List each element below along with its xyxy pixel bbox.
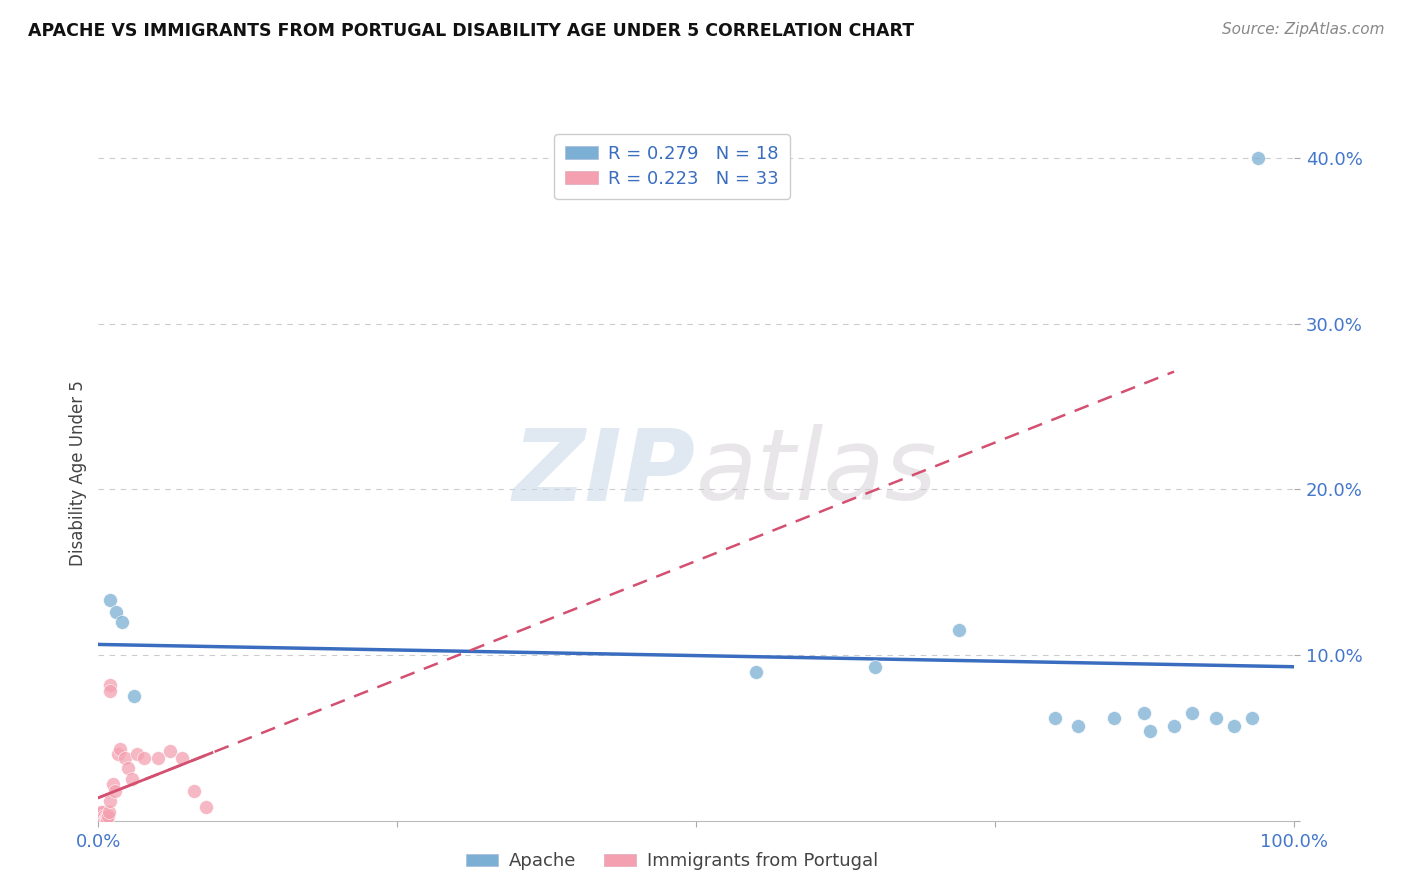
Point xyxy=(948,623,970,637)
Point xyxy=(98,684,122,698)
Point xyxy=(101,777,124,791)
Point xyxy=(159,744,181,758)
Point xyxy=(194,800,217,814)
Point xyxy=(105,605,128,619)
Point xyxy=(97,808,120,822)
Point xyxy=(91,814,114,828)
Point xyxy=(1133,706,1156,720)
Y-axis label: Disability Age Under 5: Disability Age Under 5 xyxy=(69,380,87,566)
Point xyxy=(91,814,114,828)
Point xyxy=(96,814,118,828)
Point xyxy=(111,615,134,629)
Point xyxy=(114,750,136,764)
Point xyxy=(107,747,129,762)
Point xyxy=(91,810,114,824)
Point xyxy=(1043,711,1066,725)
Point xyxy=(1205,711,1227,725)
Point xyxy=(94,814,117,828)
Point xyxy=(124,690,146,704)
Point xyxy=(183,784,205,798)
Point xyxy=(89,805,111,820)
Point xyxy=(172,750,194,764)
Point xyxy=(104,784,127,798)
Point xyxy=(863,659,886,673)
Point xyxy=(91,805,114,820)
Point xyxy=(96,810,118,824)
Text: APACHE VS IMMIGRANTS FROM PORTUGAL DISABILITY AGE UNDER 5 CORRELATION CHART: APACHE VS IMMIGRANTS FROM PORTUGAL DISAB… xyxy=(28,22,914,40)
Text: ZIP: ZIP xyxy=(513,425,696,521)
Point xyxy=(1163,719,1185,733)
Point xyxy=(117,761,139,775)
Point xyxy=(98,593,122,607)
Point xyxy=(108,742,131,756)
Point xyxy=(1139,724,1161,739)
Point xyxy=(98,805,121,820)
Point xyxy=(1181,706,1204,720)
Point xyxy=(1222,719,1246,733)
Point xyxy=(93,814,115,828)
Point xyxy=(745,665,768,679)
Point xyxy=(1240,711,1263,725)
Text: Source: ZipAtlas.com: Source: ZipAtlas.com xyxy=(1222,22,1385,37)
Point xyxy=(98,794,122,808)
Point xyxy=(1067,719,1090,733)
Point xyxy=(148,750,170,764)
Point xyxy=(90,814,112,828)
Point xyxy=(1102,711,1125,725)
Legend: Apache, Immigrants from Portugal: Apache, Immigrants from Portugal xyxy=(458,846,886,878)
Point xyxy=(93,808,115,822)
Point xyxy=(132,750,155,764)
Text: atlas: atlas xyxy=(696,425,938,521)
Point xyxy=(89,810,111,824)
Point xyxy=(121,772,143,787)
Point xyxy=(94,810,117,824)
Point xyxy=(98,678,122,692)
Point xyxy=(90,808,112,822)
Point xyxy=(1246,151,1268,165)
Point xyxy=(125,747,148,762)
